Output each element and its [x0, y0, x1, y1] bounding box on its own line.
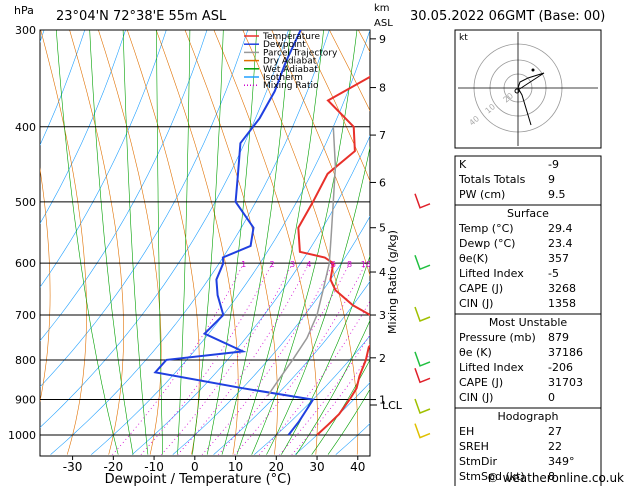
wind-barb: [415, 255, 430, 269]
km-tick-label: 7: [379, 129, 386, 142]
surface-table-row-label: CIN (J): [459, 297, 493, 310]
surface-table-row-value: 3268: [548, 282, 576, 295]
km-label: km: [374, 3, 390, 14]
pressure-tick-label: 700: [15, 309, 36, 322]
index-tables: K -9 Totals Totals 9 PW (cm) 9.5 Surface Temp (…: [455, 156, 601, 486]
dry-adiabat-line: [618, 30, 629, 455]
most-unstable-table-title: Most Unstable: [489, 316, 568, 329]
wind-barb: [415, 307, 430, 321]
pressure-tick-label: 800: [15, 354, 36, 367]
pressure-ticks: 300 400 500 600 700 800 900 1000: [8, 24, 36, 442]
pressure-unit-label: hPa: [14, 4, 34, 17]
wind-barb: [415, 194, 430, 208]
hodograph-table-row-label: EH: [459, 425, 474, 438]
mixing-ratio-axis-title: Mixing Ratio (g/kg): [386, 230, 399, 334]
km-tick-label: 2: [379, 352, 386, 365]
datetime-label: 30.05.2022 06GMT (Base: 00): [410, 9, 605, 24]
indices-table-row-label: PW (cm): [459, 188, 505, 201]
isotherm-line: [0, 30, 44, 455]
lcl-label: LCL: [382, 399, 403, 412]
mixing-ratio-label: 6: [331, 260, 336, 269]
hodograph-table-row-label: StmDir: [459, 455, 498, 468]
surface-table-row-value: 29.4: [548, 222, 573, 235]
mixing-ratio-label: 1: [241, 260, 246, 269]
isotherm-line: [0, 30, 3, 455]
indices-table-row-value: -9: [548, 158, 559, 171]
pressure-tick-label: 300: [15, 24, 36, 37]
hodograph-table-row-value: 349°: [548, 455, 575, 468]
km-tick-label: 8: [379, 82, 386, 95]
pressure-tick-label: 500: [15, 196, 36, 209]
surface-table-row-value: 23.4: [548, 237, 573, 250]
most-unstable-table-row-value: 879: [548, 331, 569, 344]
location-label: 23°04'N 72°38'E 55m ASL: [56, 9, 227, 24]
wind-barb: [415, 352, 430, 366]
mixing-ratio-label: 2: [270, 260, 275, 269]
indices-table-row-value: 9: [548, 173, 555, 186]
hodograph: kt 20 10 40: [455, 30, 601, 148]
pressure-tick-label: 400: [15, 121, 36, 134]
km-tick-label: 3: [379, 309, 386, 322]
hodograph-frame: [455, 30, 601, 148]
km-tick-label: 4: [379, 266, 386, 279]
most-unstable-table-row-value: 37186: [548, 346, 583, 359]
temperature-tick-label: -30: [63, 460, 83, 474]
mixing-ratio-label: 10: [361, 260, 371, 269]
pressure-tick-label: 900: [15, 394, 36, 407]
hodograph-table-title: Hodograph: [498, 410, 559, 423]
km-tick-label: 6: [379, 176, 386, 189]
surface-table-title: Surface: [507, 207, 549, 220]
mixing-ratio-label: 4: [306, 260, 311, 269]
wind-profile: [415, 194, 430, 438]
temperature-tick-label: 40: [350, 460, 365, 474]
surface-table-row-label: Dewp (°C): [459, 237, 515, 250]
most-unstable-table-row-value: 31703: [548, 376, 583, 389]
x-axis-title: Dewpoint / Temperature (°C): [105, 472, 292, 486]
indices-table-row-label: Totals Totals: [458, 173, 526, 186]
indices-table-row-value: 9.5: [548, 188, 566, 201]
most-unstable-table-row-value: -206: [548, 361, 573, 374]
hodograph-unit-label: kt: [459, 33, 468, 43]
pressure-tick-label: 1000: [8, 429, 36, 442]
surface-table-row-value: 357: [548, 252, 569, 265]
legend-label: Mixing Ratio: [263, 81, 319, 91]
asl-label: ASL: [374, 18, 393, 29]
mixing-ratio-label: 8: [347, 260, 352, 269]
most-unstable-table-row-value: 0: [548, 391, 555, 404]
surface-table-row-label: Temp (°C): [458, 222, 514, 235]
hodograph-table-row-label: SREH: [459, 440, 489, 453]
surface-table-row-label: CAPE (J): [459, 282, 503, 295]
indices-table-row-label: K: [459, 158, 467, 171]
wind-barb: [415, 399, 430, 413]
hodograph-table-row-value: 22: [548, 440, 562, 453]
most-unstable-table-row-label: Lifted Index: [459, 361, 524, 374]
km-tick-label: 9: [379, 33, 386, 46]
surface-table-row-value: 1358: [548, 297, 576, 310]
surface-table-row-value: -5: [548, 267, 559, 280]
most-unstable-table-row-label: θe (K): [459, 346, 492, 359]
mixing-ratio-label: 3: [290, 260, 295, 269]
most-unstable-table-row-label: CAPE (J): [459, 376, 503, 389]
most-unstable-table-row-label: CIN (J): [459, 391, 493, 404]
temperature-tick-label: 30: [309, 460, 324, 474]
surface-table-row-label: θe(K): [459, 252, 488, 265]
wind-barb: [415, 424, 430, 438]
wind-barb: [415, 368, 430, 382]
surface-table-row-label: Lifted Index: [459, 267, 524, 280]
hodograph-point: [532, 69, 535, 72]
km-tick-label: 5: [379, 222, 386, 235]
pressure-tick-label: 600: [15, 257, 36, 270]
copyright-label: © weatheronline.co.uk: [487, 471, 624, 485]
most-unstable-table-row-label: Pressure (mb): [459, 331, 536, 344]
hodograph-table-row-value: 27: [548, 425, 562, 438]
mixing-ratio-label: 20: [406, 260, 416, 269]
